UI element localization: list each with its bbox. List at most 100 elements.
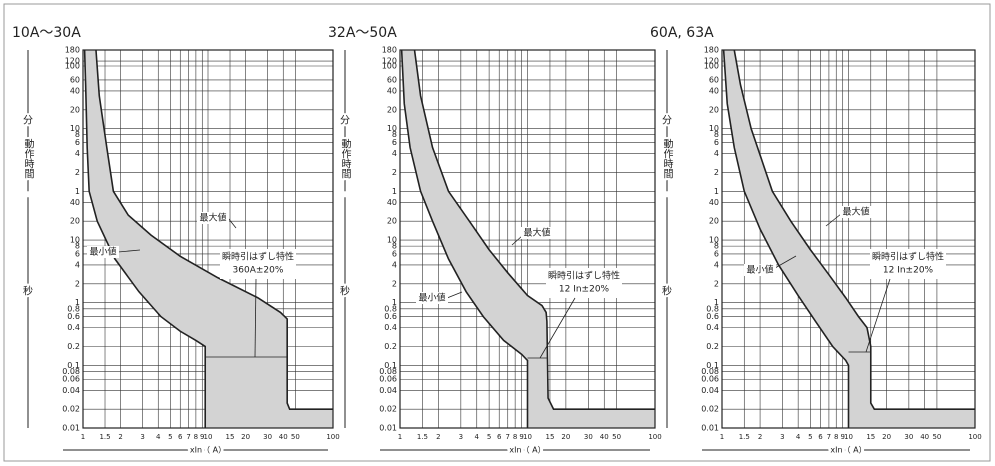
y-tick-label: 2 [714, 168, 719, 177]
y-tick-label: 2 [714, 279, 719, 288]
trip-band [401, 50, 655, 428]
y-tick-label: 4 [392, 149, 397, 158]
x-tick-label: 2 [758, 433, 762, 441]
y-tick-label: 20 [709, 105, 719, 114]
y-tick-label: 40 [387, 86, 397, 95]
leader-line [446, 291, 463, 299]
y-tick-label: 4 [714, 149, 719, 158]
leader-line [825, 213, 842, 227]
x-tick-label: 50 [932, 433, 941, 441]
y-tick-label: 4 [75, 149, 80, 158]
x-tick-label: 15 [545, 433, 554, 441]
x-tick-label: 30 [904, 433, 913, 441]
y-tick-label: 1 [392, 187, 397, 196]
x-tick-label: 40 [920, 433, 929, 441]
x-axis-label: xIn（ A） [190, 446, 226, 455]
annotation: 瞬時引はずし特性 [548, 270, 620, 282]
x-tick-label: 3 [780, 433, 784, 441]
y-tick-label: 4 [392, 260, 397, 269]
seconds-label: 秒 [662, 285, 672, 298]
x-tick-label: 1.5 [99, 433, 110, 441]
x-tick-label: 10 [204, 433, 213, 441]
y-tick-label: 8 [392, 130, 397, 139]
y-tick-label: 0.01 [701, 424, 719, 433]
y-tick-label: 10 [709, 236, 719, 245]
y-tick-label: 10 [387, 236, 397, 245]
y-tick-label: 20 [387, 105, 397, 114]
label-bg [87, 246, 119, 258]
annotation: 瞬時引はずし特性 [222, 251, 294, 263]
chart-title: 32A～50A [328, 25, 397, 41]
trip-curve [400, 49, 529, 428]
x-tick-label: 3 [140, 433, 144, 441]
x-tick-label: 1 [720, 433, 724, 441]
x-tick-label: 6 [497, 433, 502, 441]
x-tick-label: 50 [612, 433, 621, 441]
y-tick-label: 20 [70, 105, 80, 114]
y-tick-label: 0.6 [706, 312, 719, 321]
y-tick-label: 0.06 [379, 375, 397, 384]
panel: 10A～30A180120100604020108642140201086421… [12, 25, 340, 458]
y-tick-label: 0.1 [384, 361, 397, 370]
y-tick-label: 6 [392, 138, 397, 147]
label-bg [416, 292, 448, 304]
trip-curve [733, 49, 975, 410]
trip-curve [95, 49, 333, 410]
x-tick-label: 2 [118, 433, 122, 441]
y-tick-label: 0.1 [706, 361, 719, 370]
pointer-line [865, 278, 891, 353]
x-tick-label: 100 [648, 433, 661, 441]
y-tick-label: 1 [714, 298, 719, 307]
x-tick-label: 7 [506, 433, 510, 441]
pointer-line [254, 278, 257, 358]
chart-title: 10A～30A [12, 25, 81, 41]
plot-border [399, 49, 656, 429]
x-tick-label: 1.5 [417, 433, 428, 441]
y-tick-label: 4 [714, 260, 719, 269]
y-tick-label: 2 [392, 279, 397, 288]
y-tick-label: 100 [65, 61, 80, 70]
max-label: 最大値 [842, 206, 869, 218]
y-tick-label: 6 [75, 249, 80, 258]
y-tick-label: 40 [70, 86, 80, 95]
min-label: 最小値 [746, 264, 773, 276]
x-tick-label: 8 [194, 433, 198, 441]
y-tick-label: 8 [714, 130, 719, 139]
x-tick-label: 15 [866, 433, 875, 441]
y-tick-label: 2 [75, 279, 80, 288]
y-tick-label: 0.02 [379, 405, 397, 414]
x-tick-label: 7 [827, 433, 831, 441]
y-tick-label: 0.08 [62, 367, 80, 376]
label-bg [521, 227, 553, 239]
min-label: 最小値 [418, 292, 445, 304]
x-tick-label: 20 [561, 433, 570, 441]
y-tick-label: 0.02 [701, 405, 719, 414]
y-tick-label: 0.01 [379, 424, 397, 433]
label-bg [197, 212, 229, 224]
chart-title: 60A, 63A [650, 25, 714, 41]
y-tick-label: 0.06 [62, 375, 80, 384]
y-tick-label: 20 [709, 217, 719, 226]
y-tick-label: 0.04 [379, 386, 397, 395]
x-tick-label: 9 [519, 433, 523, 441]
max-label: 最大値 [523, 227, 550, 239]
x-tick-label: 8 [834, 433, 838, 441]
y-tick-label: 180 [65, 46, 80, 55]
annotation: 瞬時引はずし特性 [872, 251, 944, 263]
y-tick-label: 40 [709, 86, 719, 95]
annotation: 12 In±20% [559, 285, 610, 295]
x-tick-label: 1.5 [739, 433, 750, 441]
y-tick-label: 0.6 [384, 312, 397, 321]
y-tick-label: 2 [392, 168, 397, 177]
x-tick-label: 7 [186, 433, 190, 441]
y-tick-label: 8 [392, 242, 397, 251]
y-tick-label: 0.06 [701, 375, 719, 384]
y-tick-label: 40 [709, 198, 719, 207]
annotation: 360A±20% [233, 266, 284, 276]
y-tick-label: 10 [387, 124, 397, 133]
y-tick-label: 0.2 [67, 342, 80, 351]
x-tick-label: 40 [279, 433, 288, 441]
x-tick-label: 10 [844, 433, 853, 441]
y-tick-label: 120 [65, 57, 80, 66]
